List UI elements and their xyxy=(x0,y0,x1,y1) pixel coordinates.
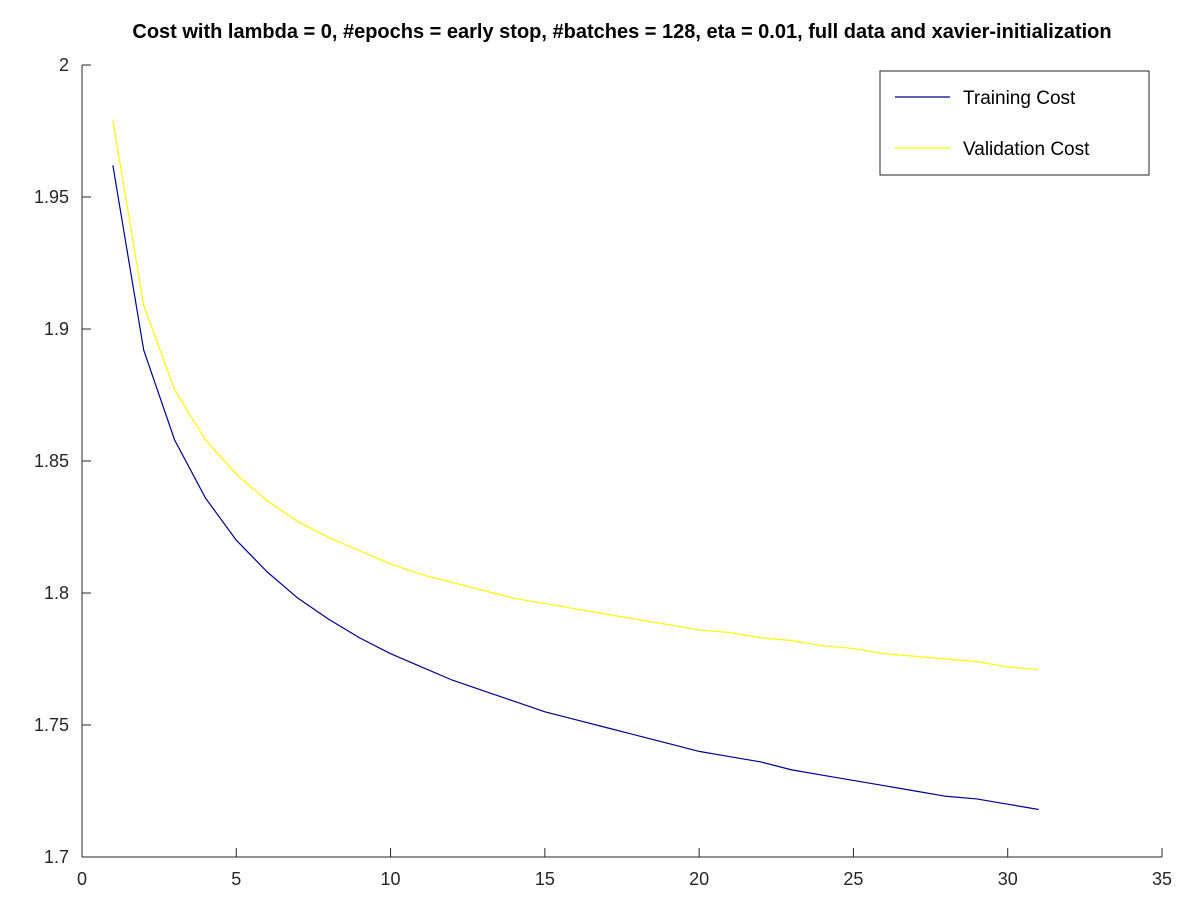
x-tick-label: 20 xyxy=(689,869,709,889)
legend-label: Training Cost xyxy=(963,88,1076,109)
axes: 0 5 10 15 20 25 30 35 1.7 1.75 1.8 1.85 1.9 1.95 2 xyxy=(34,55,1172,889)
y-tick-label: 1.85 xyxy=(34,451,69,471)
x-tick-label: 30 xyxy=(998,869,1018,889)
x-tick-label: 15 xyxy=(535,869,555,889)
y-tick-label: 1.8 xyxy=(44,583,69,603)
x-tick-label: 35 xyxy=(1152,869,1172,889)
y-tick-label: 1.95 xyxy=(34,187,69,207)
legend-label: Validation Cost xyxy=(963,139,1090,160)
y-tick-label: 2 xyxy=(59,55,69,75)
y-tick-label: 1.9 xyxy=(44,319,69,339)
x-tick-label: 10 xyxy=(381,869,401,889)
series-layer xyxy=(112,120,1039,811)
plot-area xyxy=(82,65,1162,857)
x-tick-label: 5 xyxy=(231,869,241,889)
x-tick-label: 0 xyxy=(77,869,87,889)
y-tick-label: 1.7 xyxy=(44,847,69,867)
y-tick-label: 1.75 xyxy=(34,715,69,735)
legend: Training Cost Validation Cost xyxy=(879,70,1150,176)
series-line-validation-cost xyxy=(112,120,1039,671)
x-tick-label: 25 xyxy=(843,869,863,889)
chart-title: Cost with lambda = 0, #epochs = early st… xyxy=(132,21,1111,43)
series-line-training-cost xyxy=(112,165,1039,811)
legend-box xyxy=(879,70,1150,176)
